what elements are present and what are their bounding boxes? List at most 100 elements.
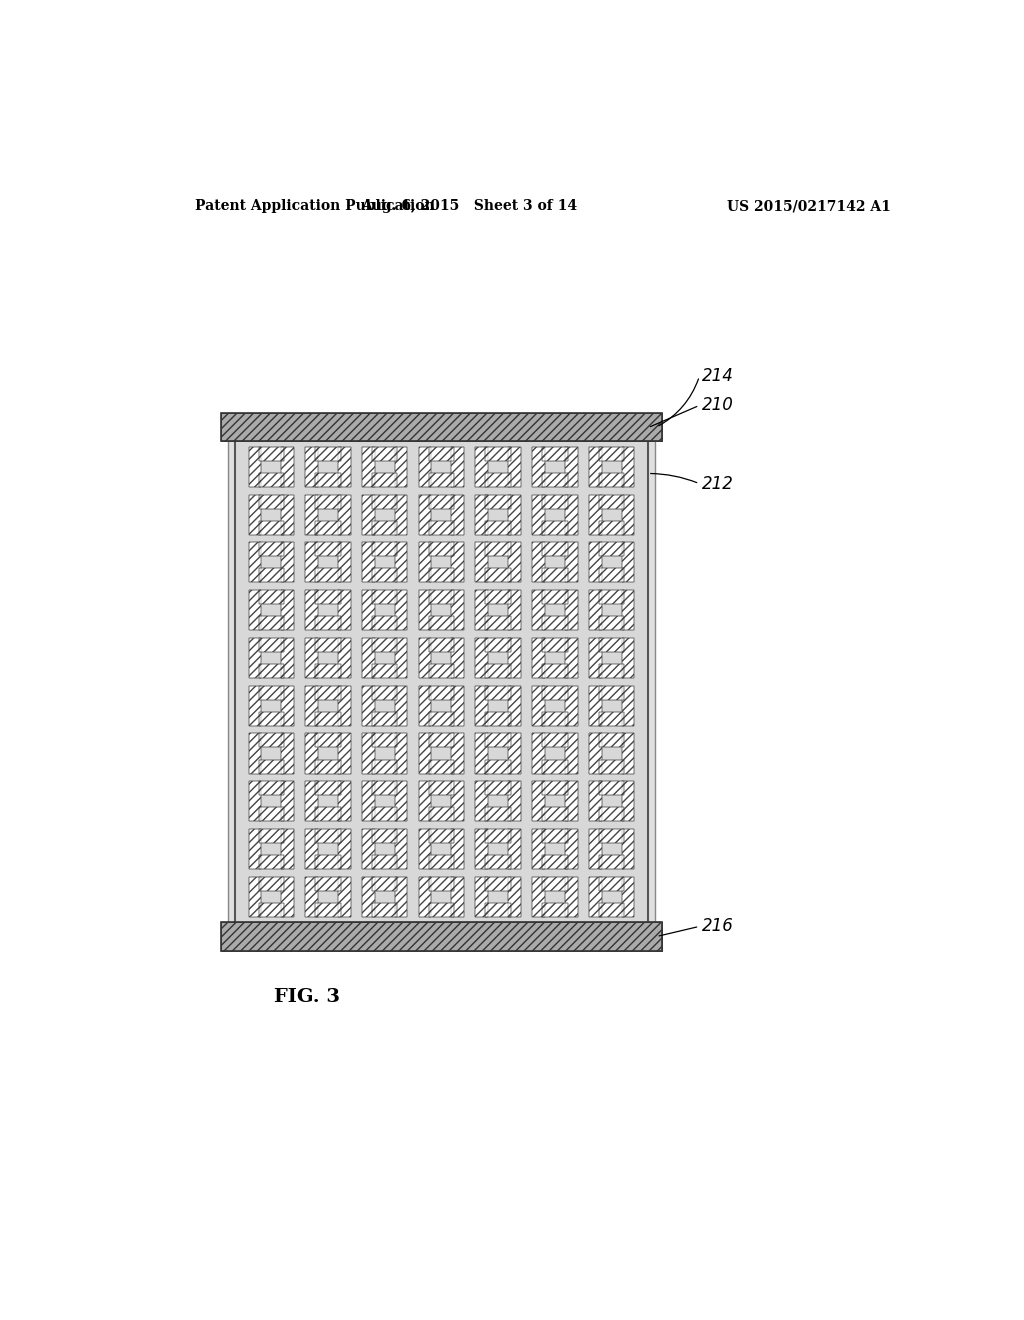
Bar (429, 685, 455, 700)
Bar (362, 638, 375, 678)
Bar (429, 876, 455, 891)
Bar (372, 495, 397, 508)
Bar (542, 616, 567, 630)
Bar (485, 638, 511, 652)
Bar (429, 590, 455, 605)
Bar (372, 446, 397, 461)
Bar (249, 734, 261, 774)
Bar (589, 781, 601, 821)
Bar (429, 569, 455, 582)
Bar (315, 903, 341, 917)
Bar (475, 734, 488, 774)
Bar (589, 495, 601, 535)
Bar (419, 876, 431, 917)
Bar (338, 734, 351, 774)
Bar (589, 829, 601, 869)
Bar (372, 711, 397, 726)
Bar (599, 638, 625, 652)
Bar (362, 685, 375, 726)
Bar (452, 495, 464, 535)
Bar (542, 829, 567, 843)
Bar (315, 495, 341, 508)
Bar (599, 495, 625, 508)
Bar (259, 473, 284, 487)
Bar (305, 876, 318, 917)
Bar (338, 495, 351, 535)
Bar (372, 734, 397, 747)
Bar (282, 734, 294, 774)
Bar (315, 616, 341, 630)
Bar (589, 734, 601, 774)
Bar (475, 638, 488, 678)
Bar (485, 590, 511, 605)
Bar (429, 876, 455, 891)
Text: 210: 210 (701, 396, 733, 414)
Bar (305, 829, 318, 869)
Bar (485, 734, 511, 747)
Bar (372, 664, 397, 678)
Bar (259, 495, 284, 508)
Bar (259, 903, 284, 917)
Bar (429, 781, 455, 795)
Bar (315, 711, 341, 726)
Bar (599, 829, 625, 843)
Bar (282, 638, 294, 678)
Bar (599, 855, 625, 869)
Bar (532, 446, 545, 487)
Bar (565, 590, 578, 630)
Bar (622, 590, 634, 630)
Bar (508, 590, 521, 630)
Bar (429, 903, 455, 917)
Bar (305, 876, 318, 917)
Bar (452, 876, 464, 917)
Bar (565, 876, 578, 917)
Bar (475, 495, 488, 535)
Bar (282, 829, 294, 869)
Bar (315, 711, 341, 726)
Bar (622, 495, 634, 535)
Bar (419, 638, 431, 678)
Bar (249, 495, 261, 535)
Bar (452, 446, 464, 487)
Bar (622, 781, 634, 821)
Bar (599, 711, 625, 726)
Bar (565, 781, 578, 821)
Bar (452, 734, 464, 774)
Bar (485, 829, 511, 843)
Bar (542, 616, 567, 630)
Text: US 2015/0217142 A1: US 2015/0217142 A1 (727, 199, 891, 213)
Bar (485, 446, 511, 461)
Bar (622, 685, 634, 726)
Bar (305, 734, 318, 774)
Bar (429, 446, 455, 461)
Bar (475, 876, 488, 917)
Bar (372, 759, 397, 774)
Bar (429, 543, 455, 557)
Bar (338, 543, 351, 582)
Bar (542, 734, 567, 747)
Bar (249, 543, 261, 582)
Bar (475, 734, 488, 774)
Bar (622, 781, 634, 821)
Bar (452, 829, 464, 869)
Bar (485, 616, 511, 630)
Bar (452, 781, 464, 821)
Bar (372, 876, 397, 891)
Bar (259, 781, 284, 795)
Bar (622, 734, 634, 774)
Bar (259, 446, 284, 461)
Bar (589, 829, 601, 869)
Bar (419, 590, 431, 630)
Bar (508, 590, 521, 630)
Bar (362, 781, 375, 821)
Bar (599, 876, 625, 891)
Bar (532, 638, 545, 678)
Bar (249, 590, 261, 630)
Bar (249, 446, 261, 487)
Bar (485, 569, 511, 582)
Bar (452, 495, 464, 535)
Bar (542, 808, 567, 821)
Bar (542, 638, 567, 652)
Bar (622, 829, 634, 869)
Bar (622, 876, 634, 917)
